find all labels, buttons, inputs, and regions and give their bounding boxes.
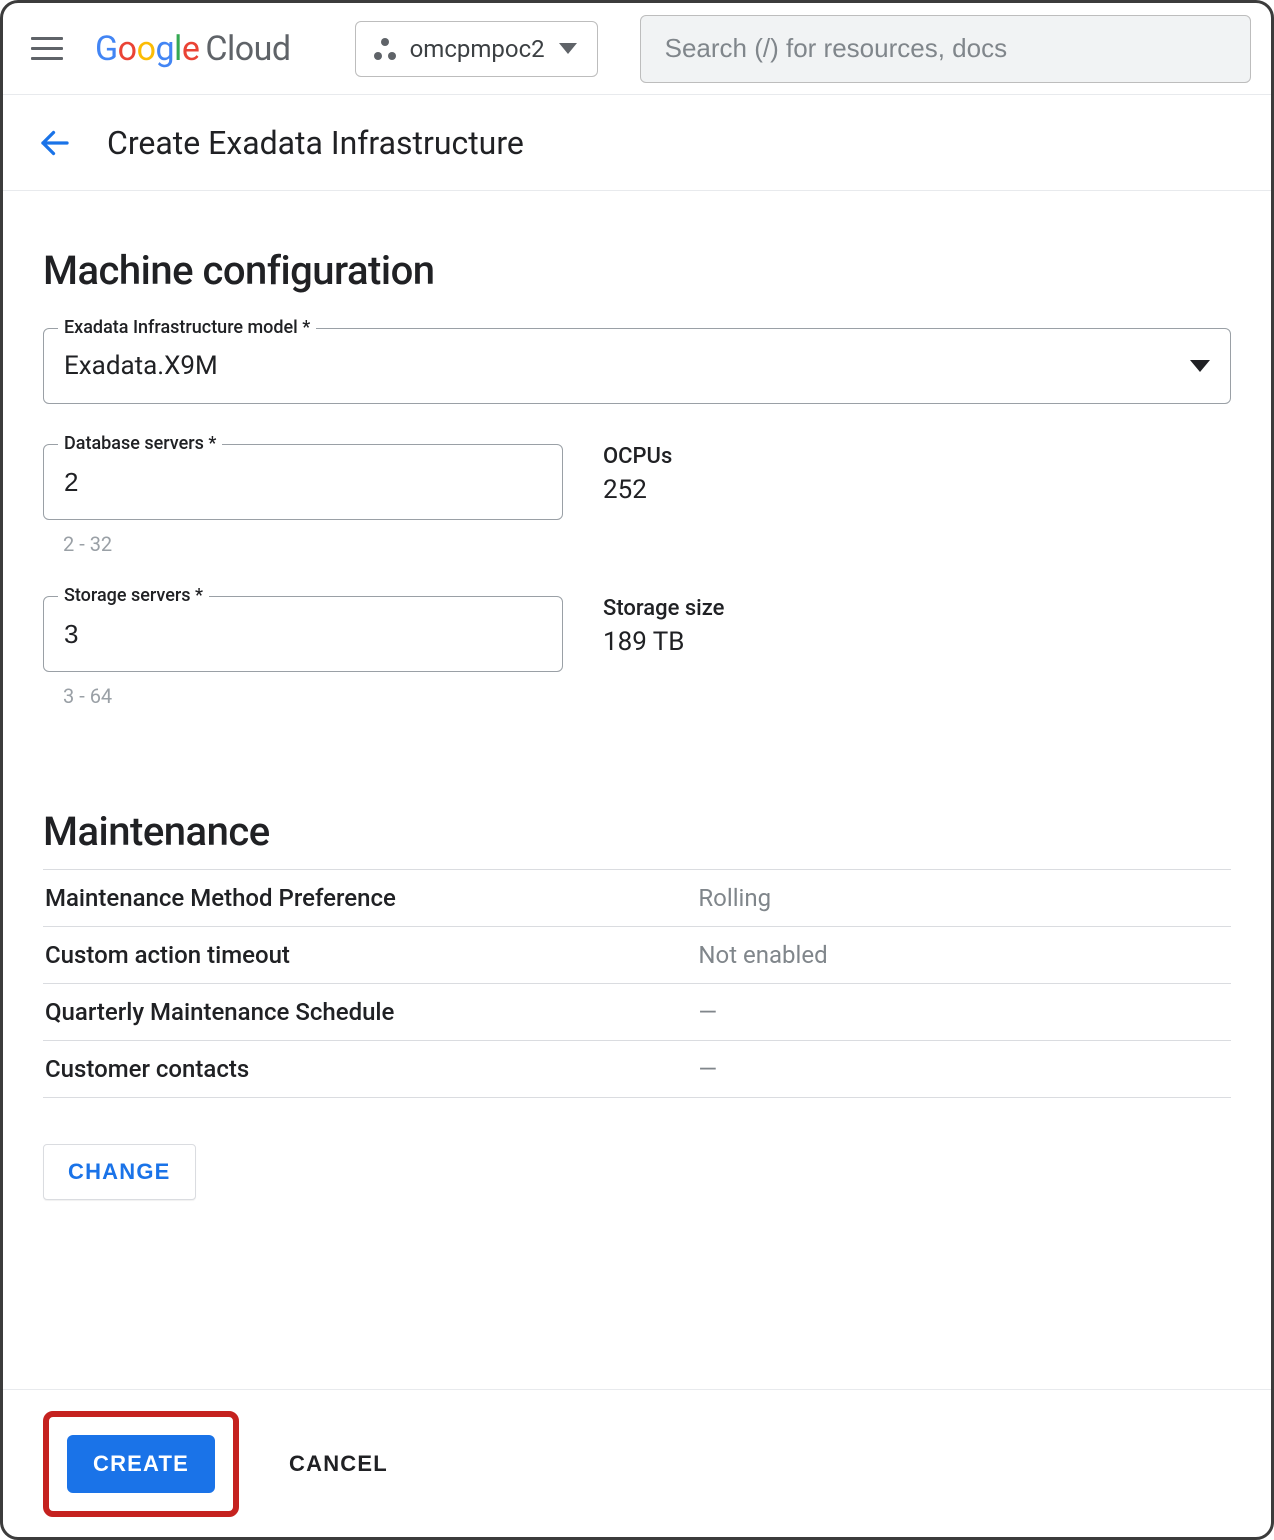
maintenance-table: Maintenance Method Preference Rolling Cu…	[43, 869, 1231, 1098]
content: Machine configuration Exadata Infrastruc…	[3, 191, 1271, 1200]
storage-servers-hint: 3 - 64	[63, 684, 563, 708]
maint-key: Maintenance Method Preference	[43, 870, 696, 927]
page-title: Create Exadata Infrastructure	[107, 124, 524, 162]
maintenance-section: Maintenance Maintenance Method Preferenc…	[43, 808, 1231, 1200]
db-servers-input[interactable]	[44, 445, 562, 519]
project-name: omcpmpoc2	[410, 35, 545, 63]
model-value: Exadata.X9M	[64, 351, 218, 381]
ocpus-label: OCPUs	[603, 444, 672, 469]
storage-servers-field[interactable]: Storage servers *	[43, 596, 563, 672]
ocpus-value: 252	[603, 475, 672, 505]
maint-val: —	[696, 1041, 1231, 1098]
chevron-down-icon	[559, 43, 577, 54]
maint-key: Quarterly Maintenance Schedule	[43, 984, 696, 1041]
project-selector[interactable]: omcpmpoc2	[355, 21, 598, 77]
logo-product: Cloud	[205, 29, 290, 69]
change-button[interactable]: CHANGE	[43, 1144, 196, 1200]
db-servers-field[interactable]: Database servers *	[43, 444, 563, 520]
storage-servers-input[interactable]	[44, 597, 562, 671]
table-row: Custom action timeout Not enabled	[43, 927, 1231, 984]
menu-icon[interactable]	[31, 29, 71, 69]
model-label: Exadata Infrastructure model *	[58, 317, 316, 338]
section-maintenance-title: Maintenance	[43, 808, 1231, 855]
table-row: Quarterly Maintenance Schedule —	[43, 984, 1231, 1041]
table-row: Maintenance Method Preference Rolling	[43, 870, 1231, 927]
google-cloud-logo[interactable]: Google Cloud	[95, 29, 291, 69]
footer-action-bar: CREATE CANCEL	[3, 1389, 1271, 1537]
maint-val: Not enabled	[696, 927, 1231, 984]
back-arrow-icon[interactable]	[37, 125, 73, 161]
page-header: Create Exadata Infrastructure	[3, 95, 1271, 191]
table-row: Customer contacts —	[43, 1041, 1231, 1098]
storage-servers-label: Storage servers *	[58, 585, 209, 606]
maint-key: Customer contacts	[43, 1041, 696, 1098]
cancel-button[interactable]: CANCEL	[283, 1450, 394, 1478]
maint-val: —	[696, 984, 1231, 1041]
chevron-down-icon	[1190, 360, 1210, 372]
db-servers-hint: 2 - 32	[63, 532, 563, 556]
create-highlight-box: CREATE	[43, 1411, 239, 1517]
project-icon	[374, 38, 396, 60]
storage-size-value: 189 TB	[603, 627, 724, 657]
db-servers-label: Database servers *	[58, 433, 222, 454]
create-button[interactable]: CREATE	[67, 1435, 215, 1493]
section-machine-title: Machine configuration	[43, 247, 1231, 294]
maint-val: Rolling	[696, 870, 1231, 927]
storage-size-label: Storage size	[603, 596, 724, 621]
search-box[interactable]	[640, 15, 1251, 83]
model-select[interactable]: Exadata Infrastructure model * Exadata.X…	[43, 328, 1231, 404]
top-app-bar: Google Cloud omcpmpoc2	[3, 3, 1271, 95]
maint-key: Custom action timeout	[43, 927, 696, 984]
search-input[interactable]	[663, 32, 1228, 65]
